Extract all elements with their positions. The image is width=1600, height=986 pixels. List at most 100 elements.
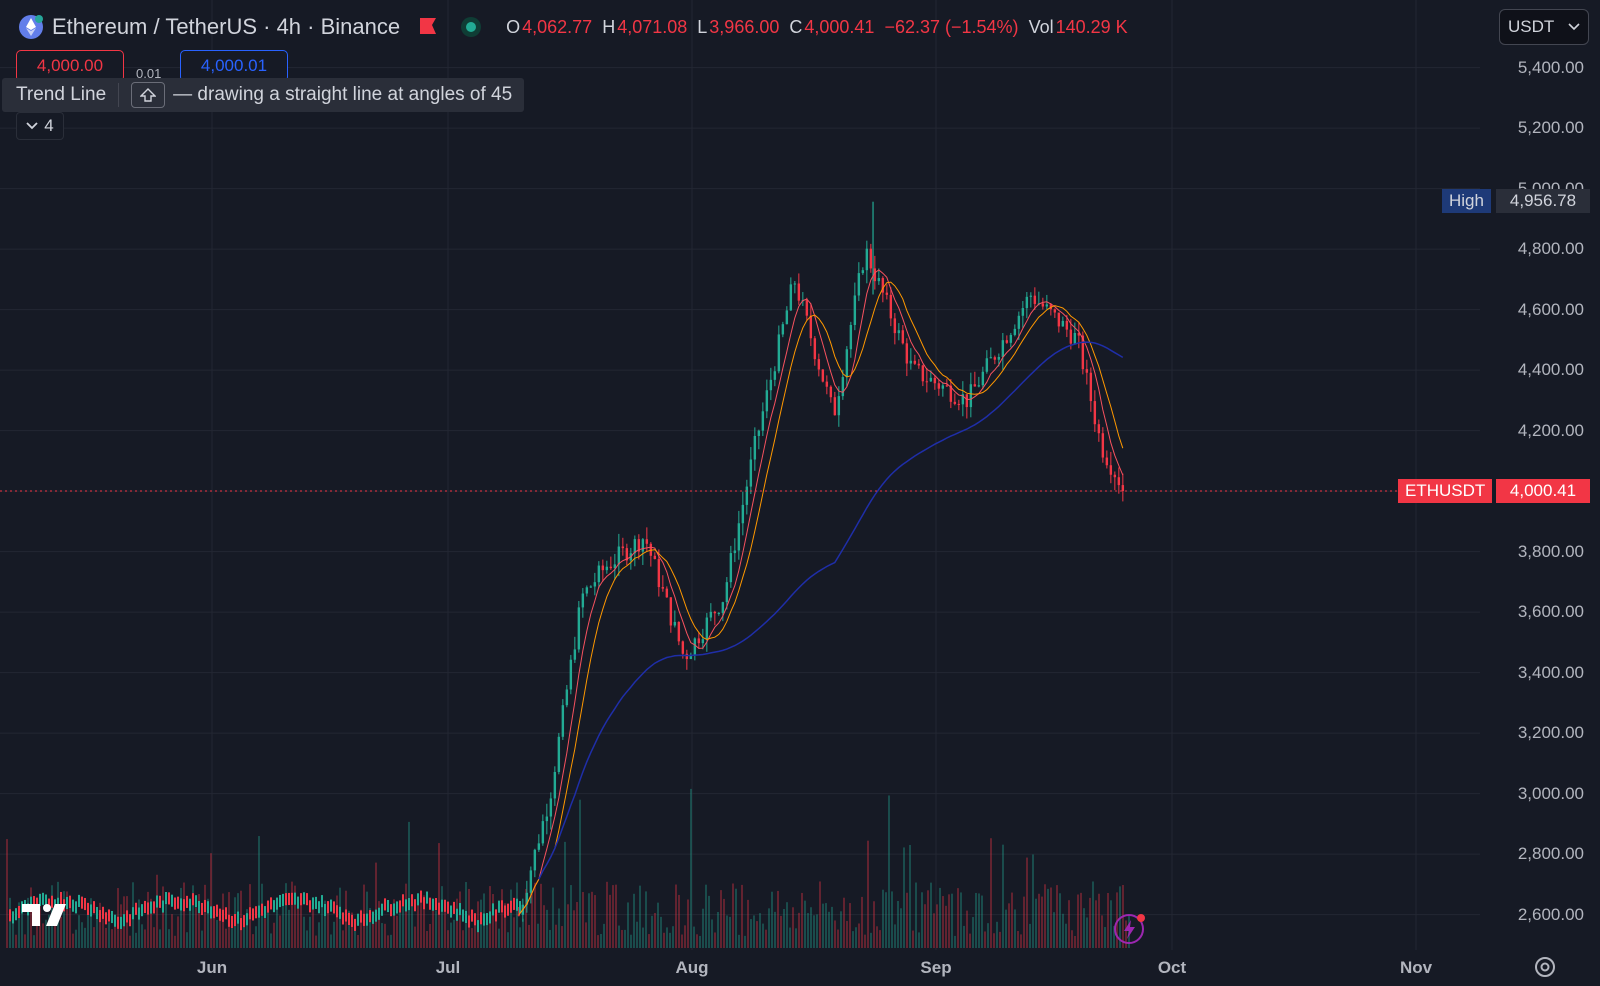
volume-bar [507, 932, 509, 948]
volume-bar [60, 917, 62, 948]
volume-bar [576, 902, 578, 948]
lightning-alert-icon[interactable] [1114, 912, 1148, 946]
close-value: 4,000.41 [804, 16, 875, 37]
volume-bar [660, 916, 662, 948]
volume-bar [1068, 900, 1070, 948]
price-axis-label: 3,400.00 [1517, 662, 1584, 682]
volume-bar [147, 891, 149, 948]
tradingview-logo-icon[interactable] [22, 904, 68, 926]
candle-body [1081, 335, 1085, 370]
candle-body [769, 379, 773, 391]
candle-body [1093, 401, 1097, 425]
volume-bar [591, 891, 593, 948]
tooltip-divider [118, 83, 120, 107]
volume-bar [780, 915, 782, 948]
market-open-icon[interactable] [460, 16, 482, 38]
volume-bar [429, 924, 431, 948]
volume-bar [99, 902, 101, 948]
volume-bar [849, 903, 851, 948]
candle-body [1033, 295, 1037, 304]
ohlc-values: O 4,062.77 H 4,071.08 L 3,966.00 C 4,000… [506, 17, 1138, 38]
volume-bar [231, 925, 233, 948]
volume-bar [975, 892, 977, 948]
volume-bar [225, 928, 227, 948]
volume-bar [498, 928, 500, 948]
volume-bar [12, 919, 14, 948]
candle-body [945, 385, 949, 387]
candle-body [653, 555, 657, 560]
volume-bar [834, 920, 836, 948]
high-tag: High [1442, 189, 1491, 213]
buy-button[interactable]: 4,000.01 [180, 50, 288, 82]
currency-select[interactable]: USDT [1499, 9, 1589, 45]
last-price-value: 4,000.41 [1509, 481, 1577, 500]
volume-bar [615, 884, 617, 948]
volume-bar [633, 893, 635, 948]
volume-bar [162, 886, 164, 948]
sell-button[interactable]: 4,000.00 [16, 50, 124, 82]
candle-body [809, 315, 813, 339]
volume-bar [846, 920, 848, 948]
candle-body [885, 292, 889, 295]
buy-price: 4,000.01 [200, 56, 268, 75]
volume-bar [399, 906, 401, 948]
indicators-collapse-button[interactable]: 4 [16, 112, 64, 140]
volume-bar [522, 918, 524, 948]
price-axis-label: 3,000.00 [1517, 783, 1584, 803]
volume-bar [342, 930, 344, 948]
volume-bar [747, 899, 749, 948]
gear-icon[interactable] [1534, 956, 1556, 978]
volume-bar [741, 884, 743, 948]
volume-bar [351, 912, 353, 948]
volume-bar [939, 887, 941, 948]
volume-bar [42, 923, 44, 948]
candle-body [613, 564, 617, 569]
volume-bar [174, 935, 176, 948]
candle-body [541, 821, 545, 844]
volume-bar [789, 927, 791, 948]
volume-bar [735, 888, 737, 948]
volume-bar [426, 930, 428, 948]
volume-bar [114, 925, 116, 948]
candle-body [1077, 332, 1081, 336]
volume-bar [528, 924, 530, 948]
candle-body [749, 459, 753, 487]
volume-bar [111, 929, 113, 948]
volume-bar [828, 911, 830, 948]
candle-body [1005, 340, 1009, 343]
candle-body [597, 565, 601, 583]
candle-body [1013, 328, 1017, 335]
candle-body [781, 324, 785, 335]
volume-bar [1023, 896, 1025, 948]
high-label: H [602, 16, 616, 37]
symbol-title[interactable]: Ethereum / TetherUS · 4h · Binance [52, 14, 401, 39]
price-axis-label: 3,600.00 [1517, 602, 1584, 622]
volume-bar [1029, 923, 1031, 948]
candle-body [589, 586, 593, 588]
flag-icon[interactable] [418, 17, 438, 37]
candle-body [1089, 372, 1093, 402]
candle-body [633, 539, 637, 554]
candle-body [557, 736, 561, 773]
ma-fast-line [518, 269, 1124, 916]
candle-body [1121, 485, 1125, 491]
candle-body [853, 295, 857, 325]
volume-bar [279, 915, 281, 948]
volume-bar [903, 847, 905, 948]
volume-bar [534, 882, 536, 948]
candle-body [925, 381, 929, 383]
candle-body [561, 705, 565, 737]
volume-bar [924, 904, 926, 948]
candle-body [1021, 308, 1025, 316]
volume-bar [858, 923, 860, 948]
volume-bar [183, 882, 185, 948]
volume-bar [750, 919, 752, 948]
volume-bar [714, 932, 716, 948]
ethereum-logo-icon[interactable] [18, 14, 44, 40]
price-axis-label: 4,400.00 [1517, 360, 1584, 380]
candle-body [701, 639, 705, 644]
candle-body [817, 359, 821, 370]
candle-body [949, 385, 953, 402]
candle-body [661, 587, 665, 589]
